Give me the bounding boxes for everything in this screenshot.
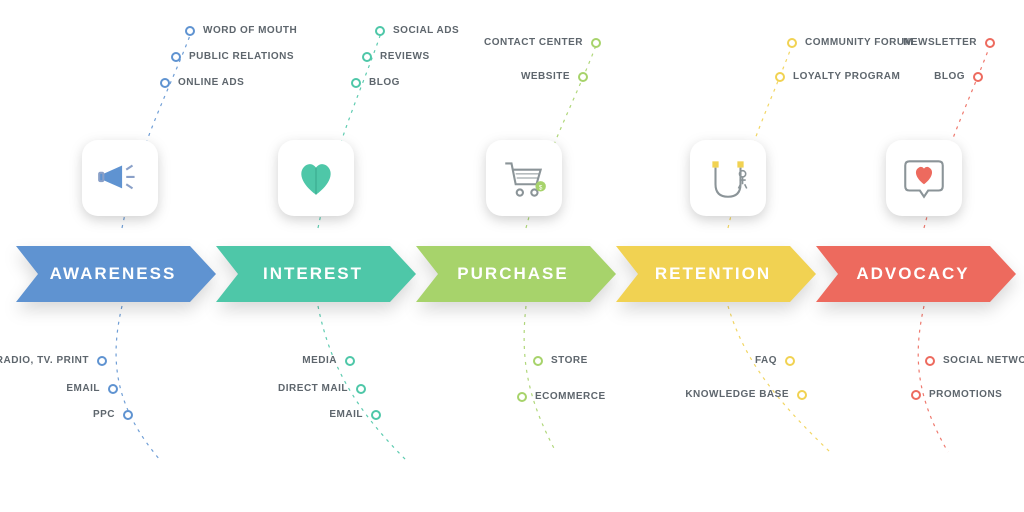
node-label: STORE xyxy=(551,355,588,366)
node-dot xyxy=(578,72,588,82)
stage-label: INTEREST xyxy=(238,246,388,302)
node-dot xyxy=(591,38,601,48)
cart-icon: $ xyxy=(486,140,562,216)
channel-node: STORE xyxy=(533,355,588,366)
node-label: NEWSLETTER xyxy=(903,37,977,48)
stage-label: RETENTION xyxy=(638,246,788,302)
node-dot xyxy=(185,26,195,36)
channel-node: WORD OF MOUTH xyxy=(185,25,297,36)
node-dot xyxy=(797,390,807,400)
node-label: COMMUNITY FORUM xyxy=(805,37,913,48)
channel-node: ONLINE ADS xyxy=(160,77,244,88)
stage-label: ADVOCACY xyxy=(838,246,988,302)
node-label: CONTACT CENTER xyxy=(484,37,583,48)
node-label: PROMOTIONS xyxy=(929,389,1002,400)
node-label: PUBLIC RELATIONS xyxy=(189,51,294,62)
stage-arrow-advocacy: ADVOCACY xyxy=(816,246,1016,302)
node-label: EMAIL xyxy=(66,383,100,394)
node-dot xyxy=(973,72,983,82)
channel-node: BLOG xyxy=(934,71,983,82)
stage-arrow-retention: RETENTION xyxy=(616,246,816,302)
node-dot xyxy=(785,356,795,366)
magnet-icon xyxy=(690,140,766,216)
channel-node: PPC xyxy=(93,409,133,420)
node-dot xyxy=(775,72,785,82)
channel-node: BLOG xyxy=(351,77,400,88)
node-dot xyxy=(108,384,118,394)
channel-node: PUBLIC RELATIONS xyxy=(171,51,294,62)
channel-node: DIRECT MAIL xyxy=(278,383,366,394)
stage-label: AWARENESS xyxy=(38,246,188,302)
channel-node: EMAIL xyxy=(66,383,118,394)
channel-node: WEBSITE xyxy=(521,71,588,82)
stage-arrow-awareness: AWARENESS xyxy=(16,246,216,302)
node-label: ECOMMERCE xyxy=(535,391,606,402)
stage-arrow-interest: INTEREST xyxy=(216,246,416,302)
node-label: BLOG xyxy=(369,77,400,88)
node-label: RADIO, TV. PRINT xyxy=(0,355,89,366)
channel-node: RADIO, TV. PRINT xyxy=(0,355,107,366)
svg-text:$: $ xyxy=(539,184,543,191)
node-dot xyxy=(911,390,921,400)
heart-icon xyxy=(278,140,354,216)
node-dot xyxy=(533,356,543,366)
node-dot xyxy=(160,78,170,88)
node-label: KNOWLEDGE BASE xyxy=(685,389,789,400)
node-dot xyxy=(171,52,181,62)
node-dot xyxy=(517,392,527,402)
node-label: WORD OF MOUTH xyxy=(203,25,297,36)
node-dot xyxy=(123,410,133,420)
channel-node: ECOMMERCE xyxy=(517,391,606,402)
node-dot xyxy=(375,26,385,36)
node-dot xyxy=(925,356,935,366)
channel-node: MEDIA xyxy=(302,355,355,366)
channel-node: LOYALTY PROGRAM xyxy=(775,71,900,82)
node-label: REVIEWS xyxy=(380,51,430,62)
channel-node: COMMUNITY FORUM xyxy=(787,37,913,48)
node-label: FAQ xyxy=(755,355,777,366)
node-dot xyxy=(351,78,361,88)
speech-heart-icon xyxy=(886,140,962,216)
channel-node: PROMOTIONS xyxy=(911,389,1002,400)
node-dot xyxy=(787,38,797,48)
node-label: EMAIL xyxy=(329,409,363,420)
node-label: ONLINE ADS xyxy=(178,77,244,88)
node-label: PPC xyxy=(93,409,115,420)
node-dot xyxy=(356,384,366,394)
channel-node: EMAIL xyxy=(329,409,381,420)
channel-node: KNOWLEDGE BASE xyxy=(685,389,807,400)
node-dot xyxy=(345,356,355,366)
node-label: BLOG xyxy=(934,71,965,82)
node-dot xyxy=(362,52,372,62)
stage-arrow-purchase: PURCHASE xyxy=(416,246,616,302)
node-label: WEBSITE xyxy=(521,71,570,82)
node-dot xyxy=(97,356,107,366)
stage-label: PURCHASE xyxy=(438,246,588,302)
megaphone-icon xyxy=(82,140,158,216)
channel-node: CONTACT CENTER xyxy=(484,37,601,48)
channel-node: NEWSLETTER xyxy=(903,37,995,48)
channel-node: SOCIAL NETWORKS xyxy=(925,355,1024,366)
channel-node: SOCIAL ADS xyxy=(375,25,459,36)
channel-node: FAQ xyxy=(755,355,795,366)
node-label: SOCIAL NETWORKS xyxy=(943,355,1024,366)
channel-node: REVIEWS xyxy=(362,51,430,62)
node-label: DIRECT MAIL xyxy=(278,383,348,394)
node-dot xyxy=(985,38,995,48)
node-dot xyxy=(371,410,381,420)
node-label: MEDIA xyxy=(302,355,337,366)
node-label: SOCIAL ADS xyxy=(393,25,459,36)
node-label: LOYALTY PROGRAM xyxy=(793,71,900,82)
